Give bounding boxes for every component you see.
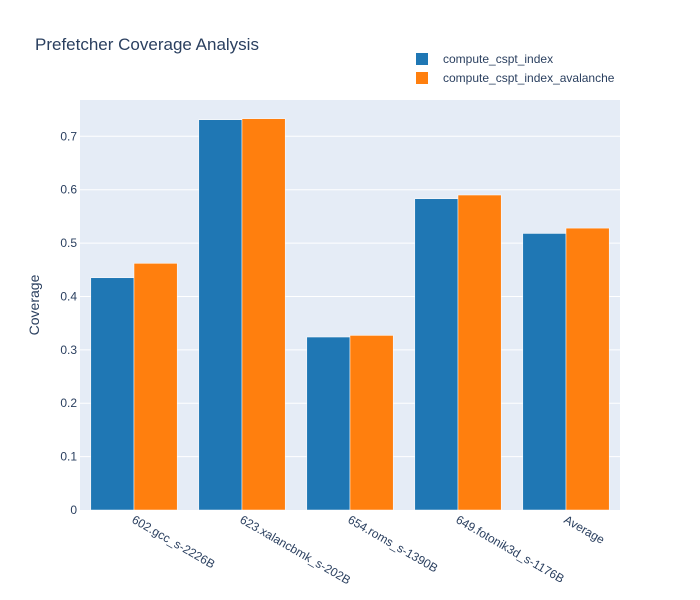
y-tick-label: 0.4 [60,289,77,303]
legend-label: compute_cspt_index_avalanche [443,71,615,85]
x-tick: 649.fotonik3d_s-1176B [454,512,567,585]
y-axis-title: Coverage [26,274,42,335]
bar-series-2[interactable] [241,118,286,511]
bar-series-1[interactable] [414,198,459,511]
legend-label: compute_cspt_index [443,52,553,66]
legend-item[interactable]: compute_cspt_index_avalanche [416,71,615,85]
bar-series-2[interactable] [349,335,394,511]
bar-series-2[interactable] [457,194,502,511]
x-tick-label: 623.xalancbmk_s-202B [238,512,354,587]
y-tick-label: 0.6 [60,183,77,197]
y-tick-label: 0 [70,503,77,517]
bar-series-1[interactable] [198,119,243,511]
bar-series-2[interactable] [133,263,178,511]
y-tick-label: 0.2 [60,396,77,410]
x-tick-label: 649.fotonik3d_s-1176B [454,512,567,585]
x-tick-label: 654.roms_s-1390B [346,512,441,575]
y-tick-label: 0.7 [60,129,77,143]
legend[interactable]: compute_cspt_index compute_cspt_index_ava… [416,52,615,85]
bar-series-2[interactable] [565,227,610,511]
x-tick: 602.gcc_s-2226B [130,512,218,571]
bar-series-1[interactable] [90,277,135,511]
x-tick: 623.xalancbmk_s-202B [238,512,354,587]
legend-swatch [416,53,428,65]
y-axis-ticks: 0 0.1 0.2 0.3 0.4 0.5 0.6 0.7 [60,129,77,517]
bars [90,118,610,511]
y-tick-label: 0.5 [60,236,77,250]
legend-item[interactable]: compute_cspt_index [416,52,553,66]
x-tick: Average [562,512,608,547]
legend-swatch [416,72,428,84]
x-tick-label: Average [562,512,608,547]
y-tick-label: 0.3 [60,343,77,357]
y-tick-label: 0.1 [60,450,77,464]
x-tick-label: 602.gcc_s-2226B [130,512,218,571]
bar-series-1[interactable] [306,336,351,511]
bar-series-1[interactable] [522,233,567,511]
chart-title: Prefetcher Coverage Analysis [35,35,259,54]
x-axis-ticks: 602.gcc_s-2226B 623.xalancbmk_s-202B654.r… [130,512,608,587]
x-tick: 654.roms_s-1390B [346,512,441,575]
